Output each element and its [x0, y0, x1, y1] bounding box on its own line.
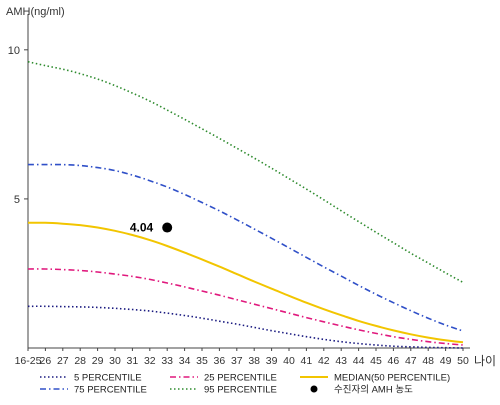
x-tick-label: 35 [196, 355, 208, 367]
patient-amh-value-label: 4.04 [130, 221, 154, 235]
x-tick-label: 47 [405, 355, 417, 367]
y-tick-label: 10 [8, 45, 20, 57]
x-tick-label: 39 [266, 355, 278, 367]
legend-label: 수진자의 AMH 농도 [334, 385, 413, 396]
series-line-95-percentile [27, 60, 464, 284]
x-tick-label: 37 [231, 355, 243, 367]
legend-marker-swatch [310, 385, 318, 393]
series-line-median-50-percentile [27, 221, 464, 344]
x-tick-label: 43 [335, 355, 347, 367]
patient-amh-point [162, 222, 173, 233]
x-tick-label: 33 [161, 355, 173, 367]
series-line-25-percentile [27, 268, 464, 346]
series-line-75-percentile [27, 163, 464, 332]
legend-label: 95 PERCENTILE [204, 385, 277, 396]
x-tick-label: 42 [318, 355, 330, 367]
x-tick-label: 28 [74, 355, 86, 367]
x-tick-label: 49 [440, 355, 452, 367]
x-tick-label: 27 [57, 355, 69, 367]
legend-label: MEDIAN(50 PERCENTILE) [334, 373, 450, 384]
y-tick-labels: 5 10 [8, 45, 28, 206]
x-axis-title: 나이 [474, 354, 496, 368]
x-tick-label: 30 [109, 355, 121, 367]
x-tick-label: 40 [283, 355, 295, 367]
x-tick-label: 36 [214, 355, 226, 367]
legend-label: 25 PERCENTILE [204, 373, 277, 384]
x-tick-label: 45 [370, 355, 382, 367]
axes [27, 14, 470, 349]
legend-label: 5 PERCENTILE [74, 373, 142, 384]
x-tick-label: 50 [457, 355, 469, 367]
x-tick-label: 41 [301, 355, 313, 367]
marker-layer: 4.04 [130, 221, 173, 235]
x-tick-label: 48 [422, 355, 434, 367]
x-tick-label: 46 [388, 355, 400, 367]
x-tick-label: 26 [40, 355, 52, 367]
x-tick-label: 34 [179, 355, 191, 367]
x-tick-label: 38 [248, 355, 260, 367]
series-layer [27, 60, 464, 349]
y-tick-label: 5 [14, 194, 20, 206]
x-tick-label: 32 [144, 355, 156, 367]
y-axis-title: AMH(ng/ml) [6, 6, 65, 18]
series-line-5-percentile [27, 305, 464, 349]
x-tick-label: 44 [353, 355, 365, 367]
x-tick-label: 29 [92, 355, 104, 367]
x-tick-label: 31 [127, 355, 139, 367]
legend-label: 75 PERCENTILE [74, 385, 147, 396]
legend: 5 PERCENTILE 25 PERCENTILE MEDIAN(50 PERCE… [40, 373, 450, 396]
x-tick-label: 16-25 [15, 355, 42, 367]
